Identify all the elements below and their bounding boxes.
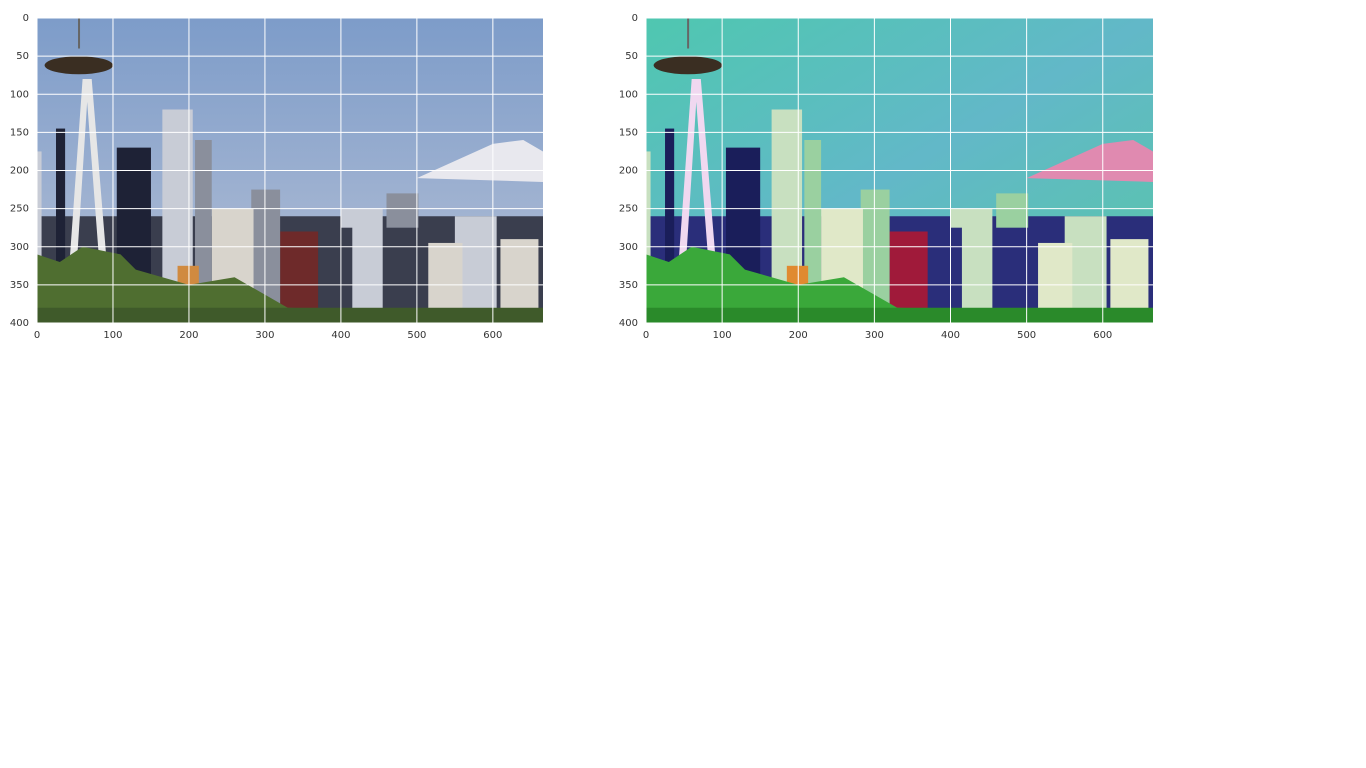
building	[665, 128, 675, 323]
y-tick-label: 350	[619, 280, 638, 291]
y-tick-label: 0	[632, 13, 638, 24]
building	[984, 227, 1039, 323]
x-tick-label: 0	[34, 330, 40, 341]
x-tick-label: 500	[1017, 330, 1036, 341]
x-tick-label: 300	[255, 330, 274, 341]
building	[37, 151, 42, 323]
y-tick-label: 250	[10, 204, 29, 215]
y-tick-label: 0	[23, 13, 29, 24]
building	[375, 227, 429, 323]
y-tick-label: 250	[619, 204, 638, 215]
needle-top	[653, 56, 723, 75]
y-tick-label: 300	[10, 242, 29, 253]
needle-spire	[687, 18, 690, 49]
needle-top	[44, 56, 113, 75]
building	[927, 227, 962, 323]
y-tick-label: 150	[10, 127, 29, 138]
y-tick-label: 200	[619, 166, 638, 177]
building	[55, 128, 66, 323]
x-tick-label: 400	[941, 330, 960, 341]
y-tick-label: 400	[10, 318, 29, 329]
image-panel: 0 50 100 150 200 250 300 350 400 0 100 200 300 400 500…	[10, 13, 543, 341]
building	[804, 140, 822, 323]
needle-tower	[676, 79, 719, 293]
x-tick-label: 400	[331, 330, 350, 341]
mountain	[416, 140, 543, 182]
x-tick-label: 200	[179, 330, 198, 341]
building	[318, 227, 353, 323]
y-tick-label: 50	[16, 51, 29, 62]
orange-building	[786, 265, 809, 289]
y-tick-label: 50	[625, 51, 638, 62]
x-tick-label: 100	[713, 330, 732, 341]
y-tick-label: 350	[10, 280, 29, 291]
trees	[646, 246, 1153, 323]
y-tick-label: 150	[619, 127, 638, 138]
image-panel: 0 50 100 150 200 250 300 350 400 0 100 200 300 400 500…	[619, 13, 1153, 341]
y-tick-label: 400	[619, 318, 638, 329]
y-tick-label: 100	[10, 89, 29, 100]
mountain	[1026, 140, 1153, 182]
y-tick-label: 300	[619, 242, 638, 253]
needle-spire	[78, 18, 81, 49]
x-tick-label: 600	[483, 330, 502, 341]
x-tick-label: 0	[643, 330, 649, 341]
x-tick-label: 100	[103, 330, 122, 341]
x-tick-label: 300	[865, 330, 884, 341]
x-tick-label: 200	[789, 330, 808, 341]
building	[195, 140, 212, 323]
trees	[37, 246, 543, 323]
x-tick-label: 600	[1093, 330, 1112, 341]
building	[646, 151, 651, 323]
y-tick-label: 100	[619, 89, 638, 100]
needle-tower	[67, 79, 110, 293]
y-tick-label: 200	[10, 166, 29, 177]
x-tick-label: 500	[407, 330, 426, 341]
orange-building	[177, 265, 199, 289]
